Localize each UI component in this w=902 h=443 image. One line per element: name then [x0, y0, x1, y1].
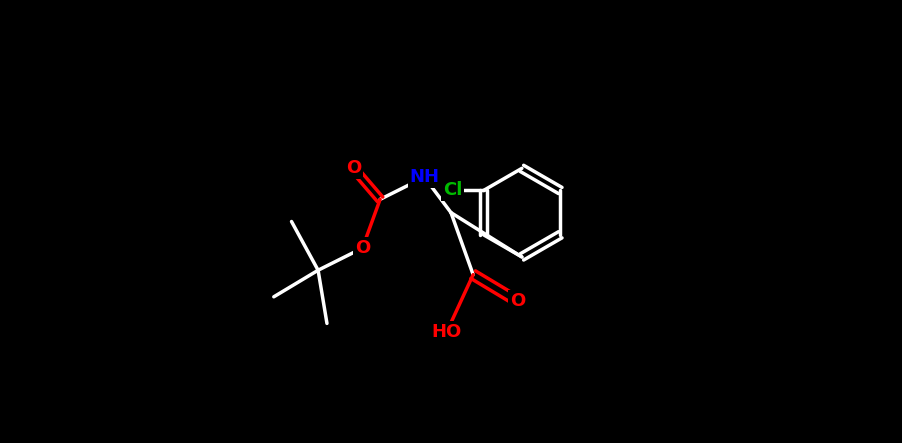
Text: O: O — [345, 159, 361, 177]
Text: NH: NH — [410, 168, 439, 186]
Text: Cl: Cl — [443, 182, 462, 199]
Text: O: O — [510, 292, 525, 310]
Text: O: O — [354, 239, 370, 257]
Text: HO: HO — [431, 323, 462, 341]
